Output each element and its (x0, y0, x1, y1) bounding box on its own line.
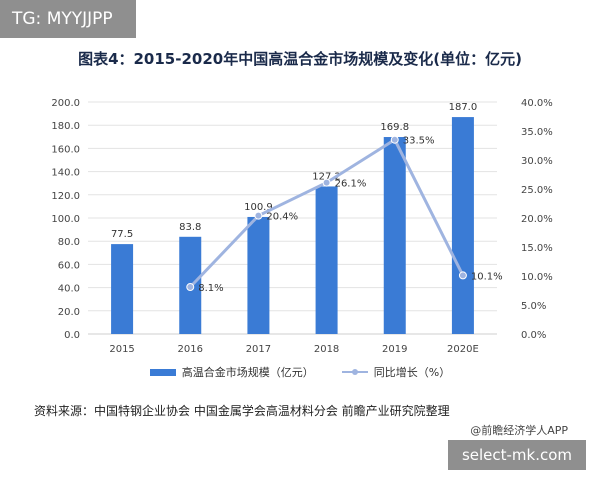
x-tick-label: 2017 (246, 344, 271, 355)
line-data-label: 33.5% (403, 136, 435, 147)
y-right-tick-label: 25.0% (521, 185, 553, 196)
y-left-tick-label: 60.0 (58, 260, 80, 271)
line-data-label: 26.1% (335, 179, 367, 190)
legend-item-bar: 高温合金市场规模（亿元） (149, 364, 314, 380)
bar (315, 186, 338, 334)
bar-data-label: 169.8 (380, 122, 409, 133)
y-left-tick-label: 80.0 (58, 237, 80, 248)
chart-title: 图表4：2015-2020年中国高温合金市场规模及变化(单位：亿元) (78, 50, 522, 68)
watermark-top: TG: MYYJJPP (0, 0, 136, 38)
x-tick-label: 2020E (447, 344, 479, 355)
x-tick-label: 2018 (314, 344, 339, 355)
line-point (186, 283, 195, 292)
bar-data-label: 100.9 (244, 202, 273, 213)
x-tick-label: 2015 (109, 344, 134, 355)
line-point (254, 211, 263, 220)
app-credit: @前瞻经济学人APP (470, 424, 568, 437)
y-left-tick-label: 100.0 (51, 214, 80, 225)
y-right-tick-label: 5.0% (521, 301, 546, 312)
bar (383, 137, 406, 334)
x-tick-label: 2019 (382, 344, 407, 355)
bar-data-label: 83.8 (179, 222, 201, 233)
y-right-tick-label: 20.0% (521, 214, 553, 225)
source-note: 资料来源：中国特钢企业协会 中国金属学会高温材料分会 前瞻产业研究院整理 (34, 404, 450, 418)
line-point (322, 178, 331, 187)
line-point (390, 135, 399, 144)
y-left-tick-label: 200.0 (51, 98, 80, 109)
y-right-tick-label: 0.0% (521, 330, 546, 341)
y-left-tick-label: 0.0 (64, 330, 80, 341)
y-left-tick-label: 120.0 (51, 191, 80, 202)
legend-swatch-line (341, 367, 368, 377)
y-right-tick-label: 40.0% (521, 98, 553, 109)
y-left-tick-label: 40.0 (58, 284, 80, 295)
bar (247, 216, 270, 334)
y-right-tick-label: 35.0% (521, 127, 553, 138)
y-right-tick-label: 30.0% (521, 156, 553, 167)
bar (111, 244, 134, 334)
legend-swatch-bar (149, 368, 176, 376)
watermark-bottom: select-mk.com (448, 440, 586, 470)
bar (451, 117, 474, 334)
y-right-tick-label: 15.0% (521, 243, 553, 254)
bar-data-label: 187.0 (449, 102, 478, 113)
y-left-tick-label: 140.0 (51, 168, 80, 179)
bar-data-label: 127.2 (312, 171, 341, 182)
line-data-label: 8.1% (198, 283, 223, 294)
y-left-tick-label: 160.0 (51, 144, 80, 155)
legend-item-line: 同比增长（%） (341, 364, 451, 380)
y-left-tick-label: 180.0 (51, 121, 80, 132)
y-left-tick-label: 20.0 (58, 307, 80, 318)
legend: 高温合金市场规模（亿元） 同比增长（%） (0, 364, 600, 380)
line-data-label: 10.1% (471, 271, 503, 282)
legend-label-line: 同比增长（%） (373, 366, 451, 379)
line-point (458, 271, 467, 280)
line-data-label: 20.4% (266, 212, 298, 223)
legend-label-bar: 高温合金市场规模（亿元） (181, 366, 314, 379)
bar-data-label: 77.5 (111, 229, 133, 240)
x-tick-label: 2016 (178, 344, 203, 355)
y-right-tick-label: 10.0% (521, 272, 553, 283)
